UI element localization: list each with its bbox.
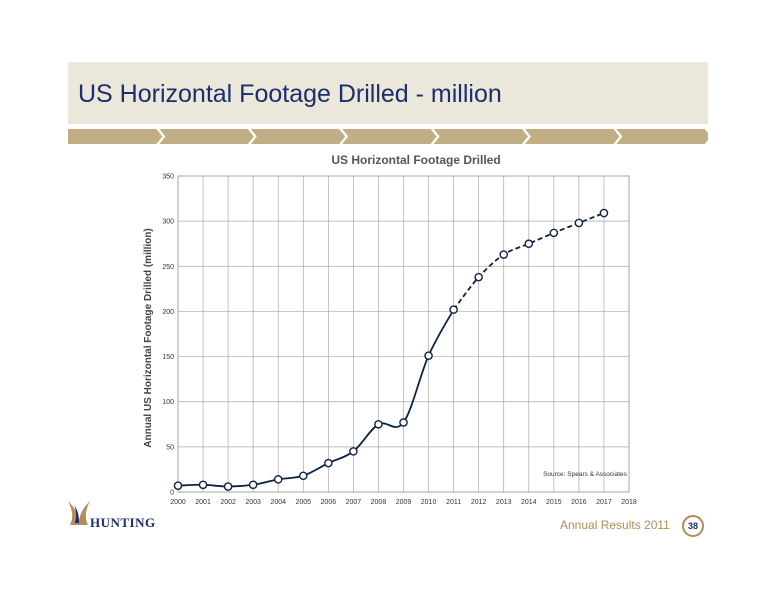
x-tick-label: 2012	[471, 499, 487, 506]
page-number: 38	[682, 515, 704, 537]
x-tick-label: 2018	[621, 499, 637, 506]
x-tick-label: 2002	[220, 499, 236, 506]
data-point	[349, 447, 358, 456]
chevron-segment	[616, 129, 708, 144]
chevron-divider	[68, 129, 708, 144]
y-tick-label: 50	[166, 444, 174, 451]
data-point	[173, 481, 183, 490]
x-tick-label: 2003	[245, 499, 261, 506]
x-tick-label: 2017	[596, 499, 612, 506]
x-tick-label: 2011	[446, 499, 461, 506]
y-tick-label: 350	[162, 174, 174, 181]
data-point	[599, 208, 609, 218]
footer-label: Annual Results 2011	[560, 518, 670, 532]
x-tick-label: 2000	[170, 499, 186, 506]
y-tick-label: 100	[162, 399, 174, 406]
chevron-segment	[250, 129, 346, 144]
data-point	[524, 239, 534, 249]
chevron-segment	[433, 129, 528, 144]
x-tick-label: 2009	[396, 499, 412, 506]
data-point	[399, 418, 408, 427]
x-tick-label: 2014	[521, 499, 537, 506]
data-point	[549, 228, 559, 238]
source-annotation: Source: Spears & Associates	[543, 471, 628, 478]
chevron-segment	[342, 129, 437, 144]
y-tick-label: 200	[162, 309, 174, 316]
chevron-segment	[525, 129, 620, 144]
x-tick-label: 2006	[321, 499, 337, 506]
x-tick-label: 2013	[496, 499, 512, 506]
data-point	[474, 272, 483, 282]
data-point	[449, 305, 458, 314]
data-point	[574, 218, 584, 228]
data-point	[273, 475, 283, 484]
x-tick-label: 2008	[371, 499, 387, 506]
slide-title: US Horizontal Footage Drilled - million	[78, 80, 502, 108]
data-point	[298, 471, 308, 481]
data-point	[324, 458, 333, 468]
data-point	[223, 482, 233, 491]
data-point	[499, 250, 509, 259]
x-tick-label: 2015	[546, 499, 562, 506]
data-point	[198, 480, 208, 490]
x-tick-label: 2016	[571, 499, 587, 506]
title-band: US Horizontal Footage Drilled - million	[68, 62, 708, 124]
hunting-stag-logo-icon	[68, 501, 90, 525]
y-tick-label: 300	[162, 219, 174, 226]
y-tick-label: 250	[162, 264, 174, 271]
x-tick-label: 2010	[421, 499, 437, 506]
x-tick-label: 2004	[270, 499, 286, 506]
x-tick-label: 2007	[346, 499, 362, 506]
chart-title: US Horizontal Footage Drilled	[331, 153, 500, 167]
company-logo-text: HUNTING	[90, 515, 156, 530]
actual-series-line	[177, 309, 455, 488]
y-tick-label: 0	[170, 490, 174, 497]
y-axis-label: Annual US Horizontal Footage Drilled (mi…	[143, 228, 154, 447]
data-point	[374, 419, 383, 429]
chevron-segment	[68, 129, 163, 144]
data-point	[424, 351, 433, 360]
chevron-segment	[159, 129, 254, 144]
x-tick-label: 2001	[195, 499, 211, 506]
x-tick-label: 2005	[295, 499, 311, 506]
y-tick-label: 150	[162, 354, 174, 361]
data-point	[248, 480, 258, 490]
